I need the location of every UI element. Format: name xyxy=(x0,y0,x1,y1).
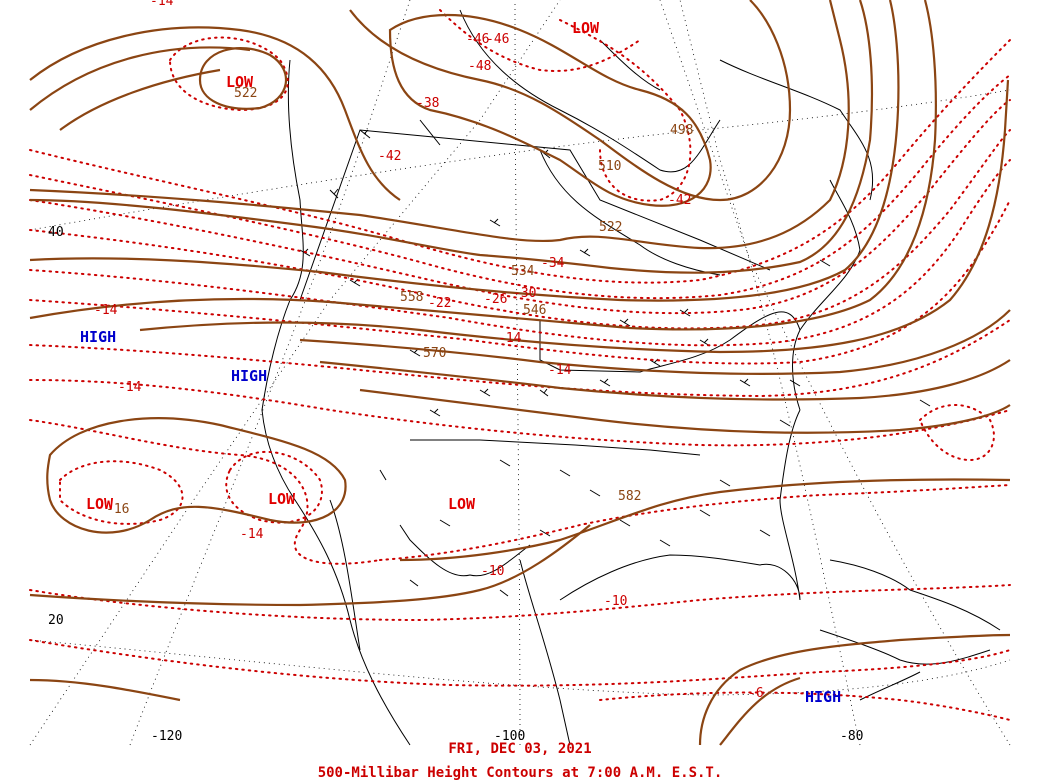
latitude-label-20: 20 xyxy=(48,613,64,628)
height-label: 522 xyxy=(599,220,622,235)
low-center-label: LOW xyxy=(86,495,114,513)
low-center-label: LOW xyxy=(268,490,296,508)
graticule xyxy=(29,0,1011,746)
temperature-labels: -46 -46 -48 -38 -42 -42 -34 -30 -26 -22 … xyxy=(94,0,764,701)
temp-label: -38 xyxy=(416,96,439,111)
wind-barbs xyxy=(299,129,931,597)
temp-label: -14 xyxy=(240,527,264,542)
height-label: 546 xyxy=(523,303,546,318)
temp-label: -46 xyxy=(466,32,489,47)
geography xyxy=(261,9,1001,746)
longitude-label-120: -120 xyxy=(151,729,182,744)
high-center-label: HIGH xyxy=(231,367,267,385)
temp-label: -46 xyxy=(486,32,509,47)
temp-label: -42 xyxy=(378,149,401,164)
temp-label: -48 xyxy=(468,59,491,74)
height-label: -16 xyxy=(106,502,129,517)
temp-label: -14 xyxy=(498,331,522,346)
temp-label: -6 xyxy=(748,686,764,701)
low-center-label: LOW xyxy=(448,495,476,513)
temp-label: -26 xyxy=(484,292,507,307)
temperature-isotherms xyxy=(29,9,1011,721)
height-label: 582 xyxy=(618,489,641,504)
map-date: FRI, DEC 03, 2021 xyxy=(448,741,592,757)
height-label: 570 xyxy=(423,346,446,361)
height-label: 498 xyxy=(670,123,693,138)
temp-label: -34 xyxy=(541,256,565,271)
temp-label: -10 xyxy=(604,594,627,609)
map-title: 500-Millibar Height Contours at 7:00 A.M… xyxy=(317,765,723,781)
temp-label: -14 xyxy=(548,363,572,378)
height-label: 510 xyxy=(598,159,621,174)
longitude-label-80: -80 xyxy=(840,729,863,744)
high-center-label: HIGH xyxy=(805,688,841,706)
axis-labels: 40 20 -120 -100 -80 xyxy=(48,225,863,744)
pressure-centers: LOW LOW LOW LOW LOW HIGH HIGH HIGH xyxy=(80,19,841,706)
height-label: 522 xyxy=(234,86,257,101)
longitude-label-100: -100 xyxy=(494,729,525,744)
height-label: 534 xyxy=(511,264,535,279)
temp-label: -42 xyxy=(668,193,691,208)
temp-label: -30 xyxy=(513,286,536,301)
temp-label: -14 xyxy=(150,0,174,9)
temp-label: -14 xyxy=(94,303,118,318)
low-center-label: LOW xyxy=(226,73,254,91)
height-labels: 522 498 510 522 534 546 558 570 582 -16 xyxy=(106,86,693,517)
height-contours xyxy=(29,0,1011,746)
temp-label: -14 xyxy=(118,380,142,395)
latitude-label-40: 40 xyxy=(48,225,64,240)
temp-label: -10 xyxy=(481,564,504,579)
height-label: 558 xyxy=(400,290,423,305)
temp-label: -22 xyxy=(428,296,451,311)
high-center-label: HIGH xyxy=(80,328,116,346)
low-center-label: LOW xyxy=(572,19,600,37)
